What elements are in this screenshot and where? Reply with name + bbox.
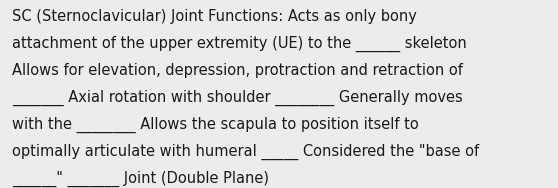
Text: Allows for elevation, depression, protraction and retraction of: Allows for elevation, depression, protra… xyxy=(12,63,463,78)
Text: _______ Axial rotation with shoulder ________ Generally moves: _______ Axial rotation with shoulder ___… xyxy=(12,90,463,106)
Text: attachment of the upper extremity (UE) to the ______ skeleton: attachment of the upper extremity (UE) t… xyxy=(12,36,467,52)
Text: SC (Sternoclavicular) Joint Functions: Acts as only bony: SC (Sternoclavicular) Joint Functions: A… xyxy=(12,9,417,24)
Text: ______" _______ Joint (Double Plane): ______" _______ Joint (Double Plane) xyxy=(12,171,270,187)
Text: optimally articulate with humeral _____ Considered the "base of: optimally articulate with humeral _____ … xyxy=(12,144,479,160)
Text: with the ________ Allows the scapula to position itself to: with the ________ Allows the scapula to … xyxy=(12,117,419,133)
